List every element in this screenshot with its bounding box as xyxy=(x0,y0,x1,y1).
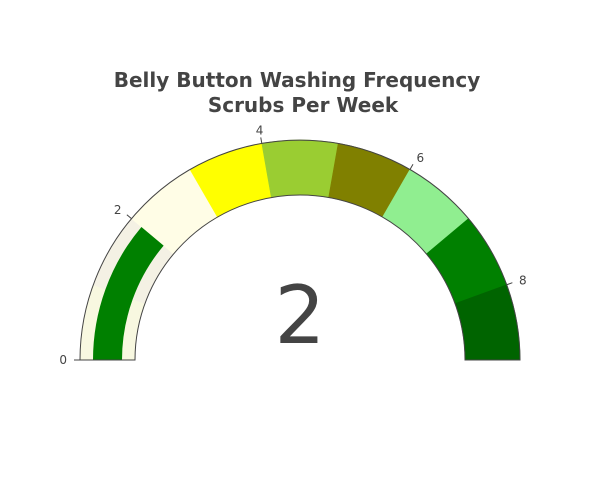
gauge-tick-label: 0 xyxy=(59,353,67,367)
gauge-tick-label: 2 xyxy=(114,203,122,217)
gauge-tick-label: 6 xyxy=(417,151,425,165)
gauge-outline xyxy=(79,139,521,361)
gauge-value-number: 2 xyxy=(275,269,326,362)
gauge-tick-mark xyxy=(126,214,132,219)
gauge-tick-label: 4 xyxy=(256,124,264,138)
gauge-steps xyxy=(79,139,521,361)
gauge-tick-label: 8 xyxy=(519,273,527,287)
chart-title-line-1: Belly Button Washing Frequency xyxy=(114,68,480,92)
gauge-tick-mark xyxy=(506,282,513,286)
gauge-value-bar-group xyxy=(93,226,164,360)
chart-title: Belly Button Washing Frequency Scrubs Pe… xyxy=(114,68,480,117)
gauge-value-bar xyxy=(93,226,164,360)
gauge-step-5 xyxy=(261,139,339,198)
gauge-tick-mark xyxy=(260,137,263,144)
chart-title-line-2: Scrubs Per Week xyxy=(208,93,399,117)
gauge-tick-mark xyxy=(409,164,414,170)
gauge-ticks: 0 2 4 6 8 xyxy=(59,124,526,367)
